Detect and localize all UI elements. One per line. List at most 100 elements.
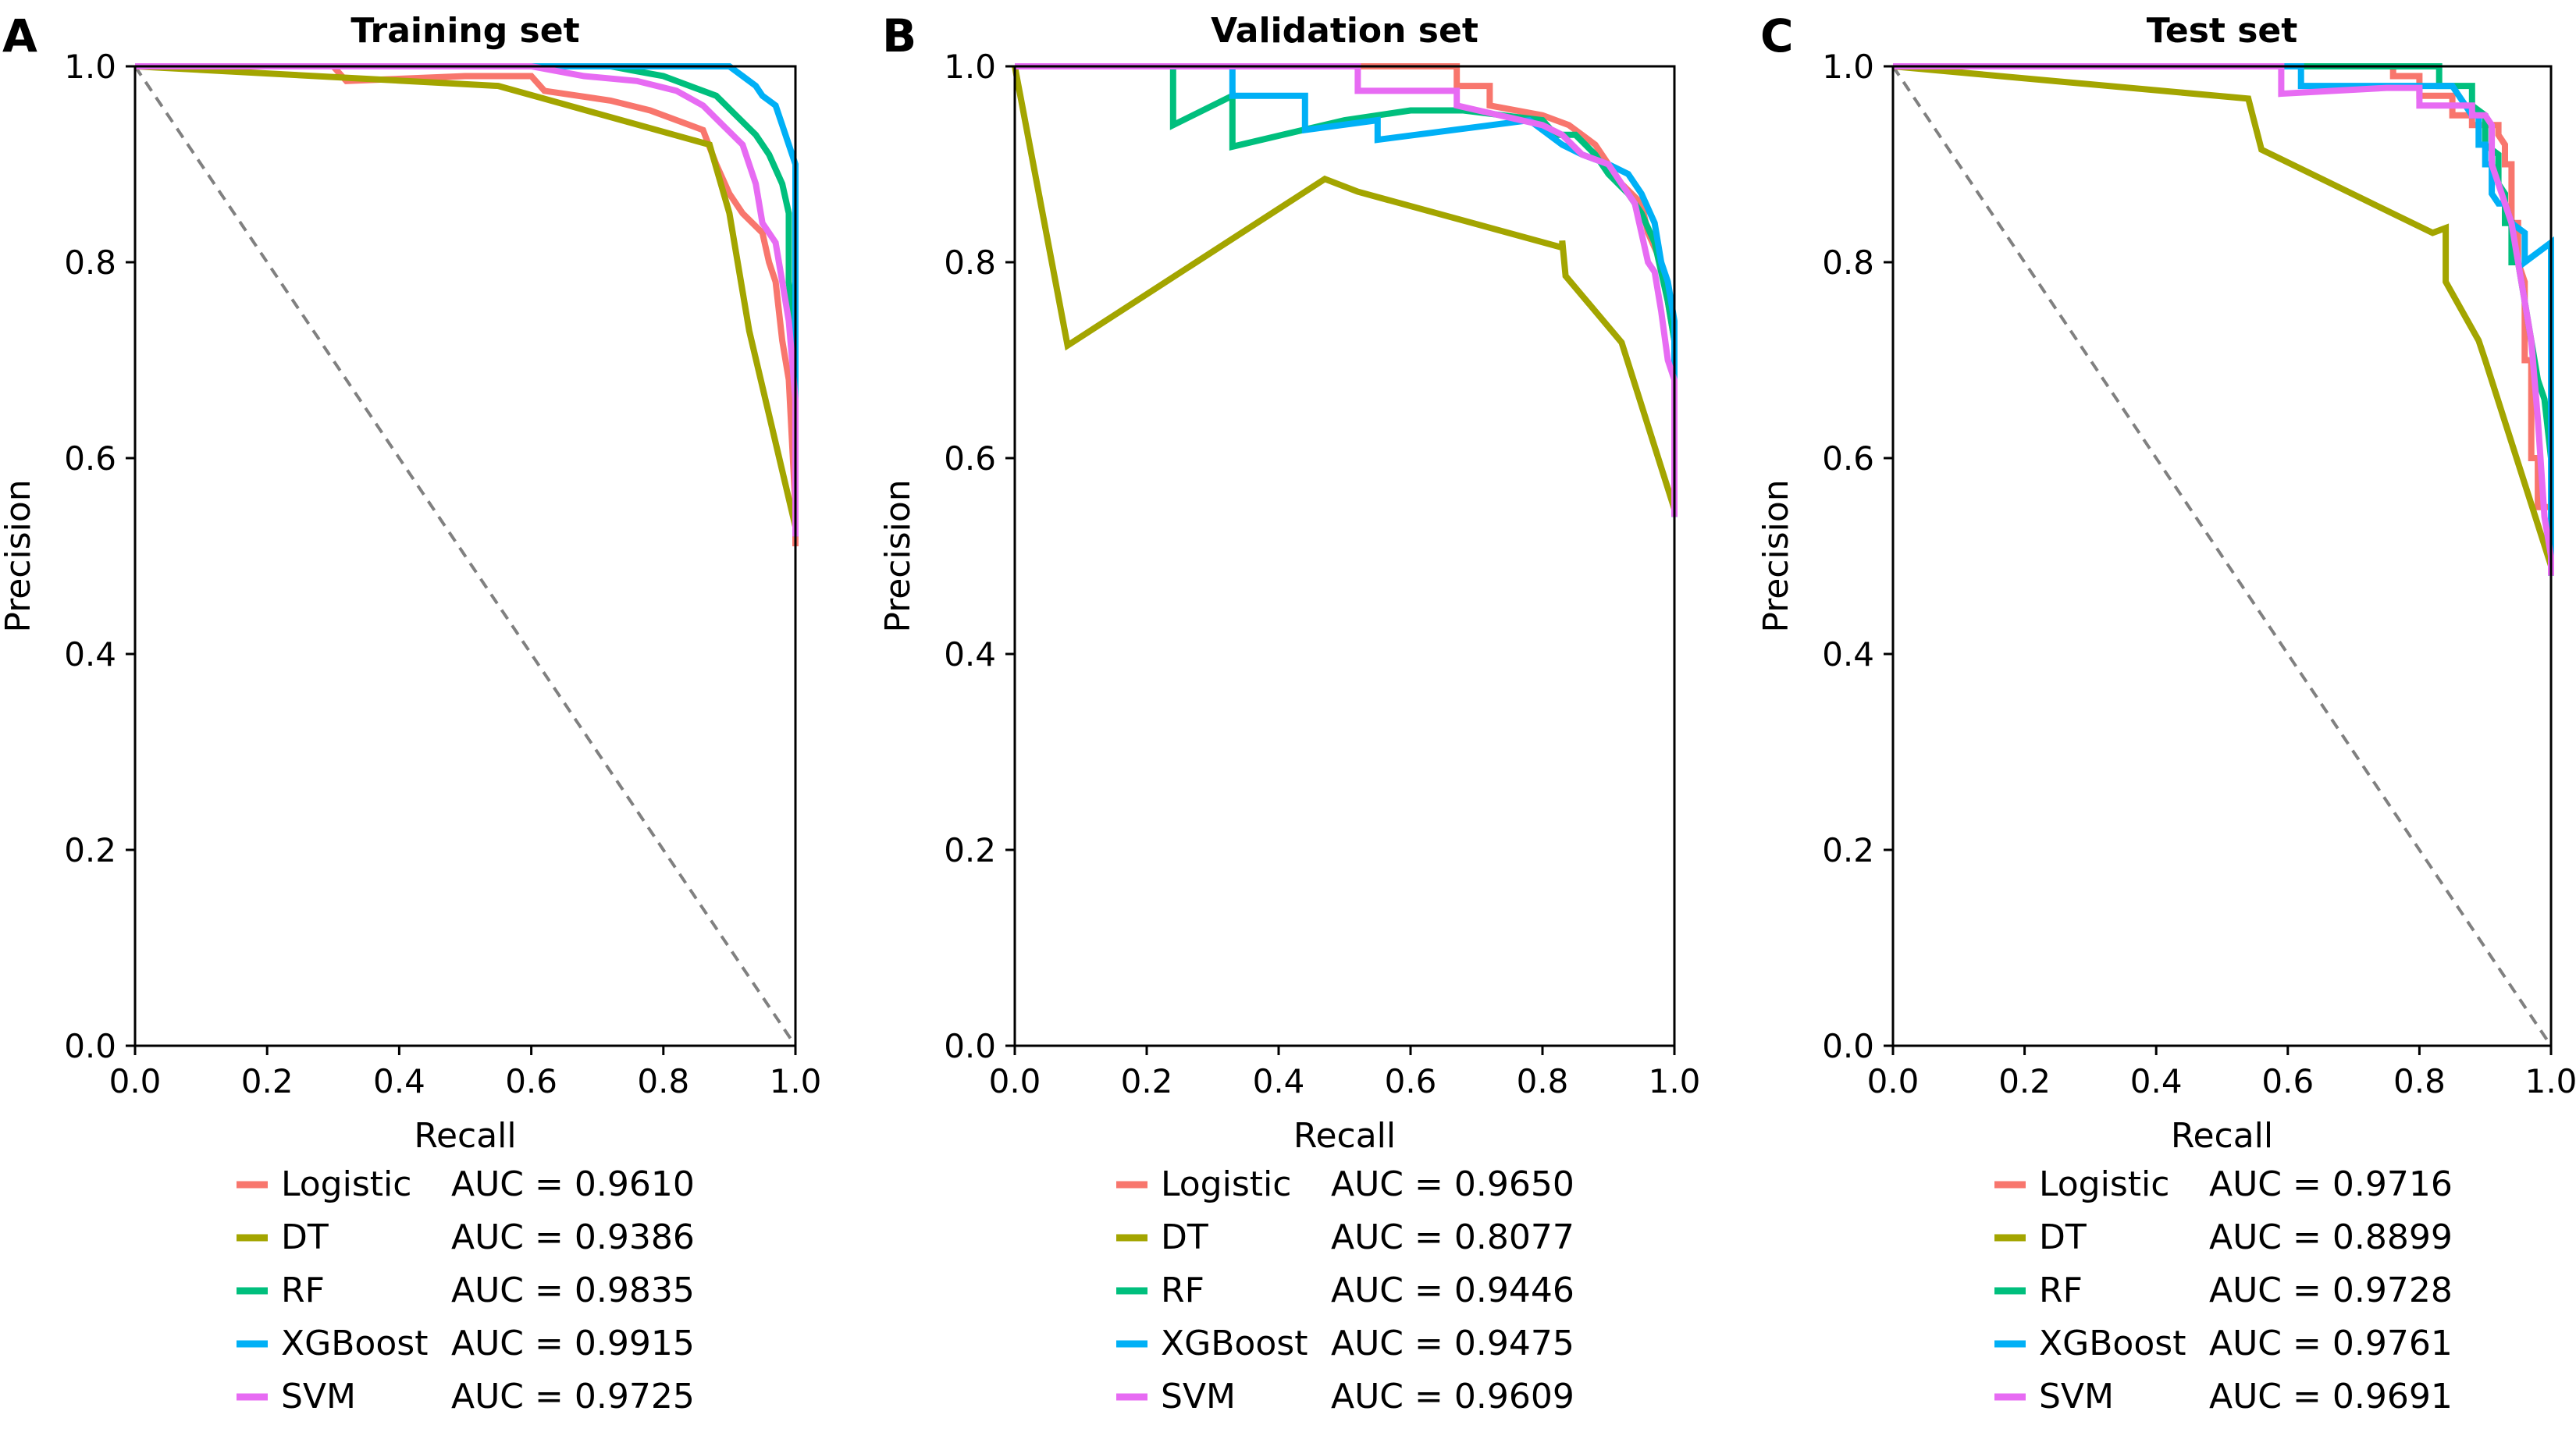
legend-label: RF	[2039, 1271, 2083, 1310]
legend-auc-value: AUC = 0.9446	[1331, 1271, 1574, 1310]
x-tick-label: 1.0	[2525, 1062, 2576, 1100]
panel-title: Training set	[350, 11, 579, 51]
legend-auc-value: AUC = 0.9761	[2209, 1324, 2453, 1363]
legend-label: RF	[281, 1271, 325, 1310]
legend-auc-value: AUC = 0.9610	[451, 1164, 695, 1204]
panel-letter: B	[882, 9, 916, 62]
legend-auc-value: AUC = 0.9386	[451, 1217, 695, 1257]
series-line-dt	[1012, 66, 1678, 510]
x-axis-label: Recall	[2171, 1116, 2273, 1156]
legend-label: XGBoost	[2039, 1324, 2186, 1363]
legend: Logistic AUC = 0.9650 DT AUC = 0.8077 RF AUC …	[1116, 1164, 1574, 1416]
legend-auc-value: AUC = 0.9609	[1331, 1377, 1574, 1416]
legend-label: SVM	[281, 1377, 356, 1416]
x-tick-label: 0.6	[1385, 1062, 1437, 1100]
reference-diagonal-line	[133, 65, 797, 1047]
plot-frame	[133, 65, 797, 1047]
legend-auc-value: AUC = 0.8899	[2209, 1217, 2453, 1257]
y-axis-label: Precision	[878, 479, 918, 632]
x-tick-label: 0.2	[241, 1062, 294, 1100]
y-tick-label: 0.8	[944, 243, 996, 282]
y-tick-label: 1.0	[64, 48, 116, 86]
series-line-xgboost	[1015, 63, 1678, 517]
x-tick-label: 0.2	[1121, 1062, 1173, 1100]
reference-diagonal-line	[1891, 65, 2553, 1047]
legend-auc-value: AUC = 0.9915	[451, 1324, 695, 1363]
y-tick-label: 1.0	[1822, 48, 1874, 86]
plot-frame	[1891, 65, 2553, 1047]
panel-title: Validation set	[1211, 11, 1478, 51]
y-tick-label: 0.8	[1822, 243, 1874, 282]
series-line-dt	[134, 63, 799, 528]
legend-auc-value: AUC = 0.9650	[1331, 1164, 1574, 1204]
legend-label: SVM	[2039, 1377, 2114, 1416]
legend-auc-value: AUC = 0.9475	[1331, 1324, 1574, 1363]
series-line-logistic	[1893, 63, 2554, 576]
x-tick-label: 0.4	[373, 1062, 425, 1100]
y-tick-label: 0.2	[64, 831, 116, 869]
series-line-rf	[1893, 63, 2554, 576]
legend-auc-value: AUC = 0.9725	[451, 1377, 695, 1416]
x-tick-label: 0.6	[505, 1062, 557, 1100]
y-tick-label: 0.6	[944, 439, 996, 478]
y-tick-label: 0.4	[1822, 635, 1874, 674]
y-tick-label: 0.6	[1822, 439, 1874, 478]
x-tick-label: 0.8	[637, 1062, 689, 1100]
x-tick-label: 0.8	[2393, 1062, 2446, 1100]
y-tick-label: 0.8	[64, 243, 116, 282]
y-tick-label: 1.0	[944, 48, 996, 86]
panel-letter: A	[2, 9, 37, 62]
y-tick-label: 0.2	[1822, 831, 1874, 869]
x-tick-label: 0.0	[109, 1062, 162, 1100]
panel-letter: C	[1760, 9, 1794, 62]
y-axis-label: Precision	[1756, 479, 1796, 632]
series-line-xgboost	[1893, 63, 2554, 576]
x-axis-label: Recall	[1293, 1116, 1396, 1156]
x-axis-label: Recall	[414, 1116, 516, 1156]
legend-label: Logistic	[1161, 1164, 1291, 1204]
legend-auc-value: AUC = 0.9728	[2209, 1271, 2453, 1310]
x-tick-label: 1.0	[1649, 1062, 1701, 1100]
panel-a: A Training set 0.0 0.2 0.4 0.6 0.8 1.0 0.0 0.2 0.4…	[0, 9, 821, 1416]
x-tick-label: 0.2	[1998, 1062, 2051, 1100]
series-line-dt	[1892, 63, 2554, 567]
plot-frame	[1013, 65, 1676, 1047]
legend-label: XGBoost	[1161, 1324, 1308, 1363]
y-tick-label: 0.0	[1822, 1027, 1874, 1065]
legend-label: DT	[2039, 1217, 2087, 1257]
x-tick-label: 0.0	[1867, 1062, 1920, 1100]
legend-auc-value: AUC = 0.8077	[1331, 1217, 1574, 1257]
series-line-svm	[1015, 63, 1678, 517]
x-tick-label: 0.6	[2261, 1062, 2314, 1100]
legend-label: Logistic	[281, 1164, 411, 1204]
legend-label: RF	[1161, 1271, 1204, 1310]
legend-auc-value: AUC = 0.9716	[2209, 1164, 2453, 1204]
x-tick-label: 0.4	[1253, 1062, 1305, 1100]
series-line-svm	[1893, 63, 2554, 576]
x-tick-label: 1.0	[770, 1062, 822, 1100]
y-tick-label: 0.0	[944, 1027, 996, 1065]
series-line-svm	[135, 63, 799, 537]
x-tick-label: 0.4	[2130, 1062, 2183, 1100]
y-tick-label: 0.6	[64, 439, 116, 478]
legend-label: Logistic	[2039, 1164, 2169, 1204]
legend: Logistic AUC = 0.9610 DT AUC = 0.9386 RF AUC …	[237, 1164, 695, 1416]
series-line-rf	[135, 63, 799, 429]
legend-label: DT	[1161, 1217, 1208, 1257]
y-tick-label: 0.4	[944, 635, 996, 674]
legend-label: DT	[281, 1217, 329, 1257]
x-tick-label: 0.8	[1517, 1062, 1569, 1100]
series-line-xgboost	[135, 63, 799, 537]
y-tick-label: 0.0	[64, 1027, 116, 1065]
panel-title: Test set	[2147, 11, 2298, 51]
legend-label: SVM	[1161, 1377, 1236, 1416]
y-axis-label: Precision	[0, 479, 38, 632]
y-tick-label: 0.2	[944, 831, 996, 869]
panel-c: C Test set 0.0 0.2 0.4 0.6 0.8 1.0 0.0 0.2 0.4 0.6 0…	[1756, 9, 2576, 1416]
legend-label: XGBoost	[281, 1324, 428, 1363]
y-tick-label: 0.4	[64, 635, 116, 674]
legend-auc-value: AUC = 0.9691	[2209, 1377, 2453, 1416]
legend: Logistic AUC = 0.9716 DT AUC = 0.8899 RF AUC …	[1994, 1164, 2453, 1416]
x-tick-label: 0.0	[989, 1062, 1041, 1100]
